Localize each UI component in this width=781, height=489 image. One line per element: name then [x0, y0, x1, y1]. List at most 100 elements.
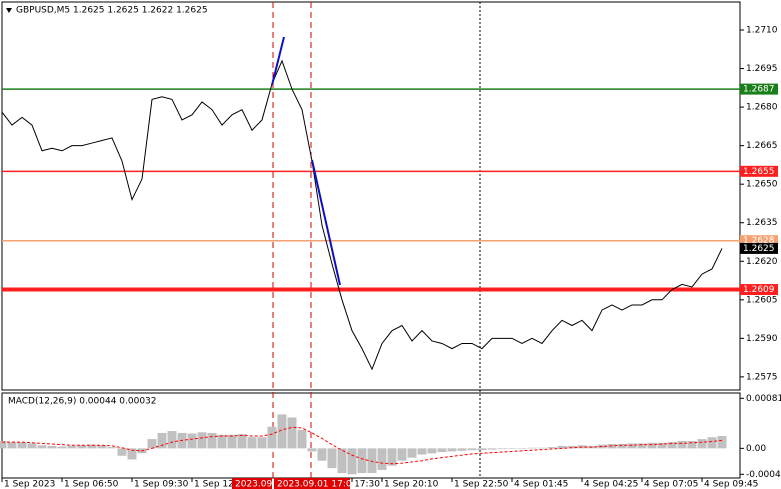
- macd-bar: [387, 448, 397, 466]
- macd-bar: [537, 447, 547, 449]
- macd-bar: [657, 442, 667, 449]
- macd-bar: [187, 433, 197, 449]
- macd-bar: [497, 448, 507, 449]
- y-tick-label: 1.2710: [746, 26, 778, 36]
- macd-bar: [247, 437, 257, 449]
- y-tick-label: 1.2575: [746, 372, 778, 382]
- macd-bar: [57, 446, 67, 449]
- macd-bar: [517, 448, 527, 449]
- chart-title: GBPUSD,M5 1.2625 1.2625 1.2622 1.2625: [16, 6, 208, 16]
- price-line: [1, 59, 723, 371]
- x-tick-label: 1 Sep 2023: [4, 480, 55, 489]
- macd-bar: [407, 448, 417, 458]
- macd-bar: [257, 437, 267, 449]
- macd-bar: [667, 442, 677, 449]
- macd-bar: [117, 448, 127, 456]
- macd-bar: [17, 442, 27, 449]
- macd-bar: [687, 440, 697, 449]
- x-tick-label: 1 Sep 06:50: [64, 480, 119, 489]
- macd-bar: [567, 445, 577, 449]
- x-tick-label: 1 Sep 22:50: [454, 480, 509, 489]
- level-label-box: [740, 284, 778, 296]
- macd-bar: [377, 448, 387, 470]
- x-tick-label: 1 Sep 20:10: [384, 480, 439, 489]
- x-tick-label: 4 Sep 07:05: [644, 480, 698, 489]
- last-price-label: 1.2625: [743, 244, 775, 254]
- macd-bar: [627, 443, 637, 449]
- x-tick-label: 1 Sep 09:30: [134, 480, 189, 489]
- level-label-box: [740, 165, 778, 177]
- macd-bar: [677, 440, 687, 449]
- y-tick-label: 1.2635: [746, 218, 778, 228]
- signal-line: [2, 426, 723, 465]
- macd-bar: [717, 436, 727, 449]
- macd-bar: [447, 448, 457, 452]
- trend-line: [311, 159, 341, 286]
- level-label: 1.2609: [743, 285, 775, 295]
- macd-bar: [367, 448, 377, 474]
- macd-bar: [207, 432, 217, 449]
- macd-bar: [417, 448, 427, 455]
- macd-bar: [197, 432, 207, 449]
- macd-bar: [547, 447, 557, 449]
- macd-bar: [277, 414, 287, 449]
- y-tick-label: 1.2680: [746, 103, 778, 113]
- x-tick-label: 17:30: [354, 480, 380, 489]
- macd-bar: [287, 417, 297, 449]
- macd-bar: [217, 434, 227, 449]
- y-tick-label: -0.00042: [746, 470, 781, 480]
- macd-bar: [477, 448, 487, 451]
- macd-bar: [487, 448, 497, 450]
- macd-bar: [617, 444, 627, 449]
- macd-bar: [507, 448, 517, 449]
- macd-bar: [77, 445, 87, 449]
- macd-bar: [327, 448, 337, 469]
- macd-bar: [67, 445, 77, 449]
- macd-bar: [47, 445, 57, 449]
- macd-bar: [297, 429, 307, 449]
- macd-bar: [307, 448, 317, 452]
- macd-bar: [7, 442, 17, 449]
- x-tick-label: 4 Sep 04:25: [584, 480, 638, 489]
- menu-icon: [6, 8, 12, 13]
- y-tick-label: 1.2590: [746, 334, 778, 344]
- macd-bar: [157, 432, 167, 449]
- macd-bar: [347, 448, 357, 475]
- macd-bar: [87, 444, 97, 449]
- macd-bar: [467, 448, 477, 451]
- y-tick-label: 1.2650: [746, 180, 778, 190]
- last-price-box: [740, 242, 778, 254]
- macd-bar: [107, 447, 117, 449]
- macd-bar: [637, 443, 647, 449]
- macd-bar: [227, 434, 237, 449]
- x-tick-label: 1 Sep 12:: [194, 480, 237, 489]
- macd-bar: [527, 447, 537, 449]
- macd-bar: [697, 439, 707, 449]
- macd-bar: [0, 440, 7, 449]
- macd-bar: [167, 431, 177, 449]
- macd-bar: [37, 445, 47, 449]
- macd-bar: [147, 439, 157, 449]
- macd-bar: [427, 448, 437, 454]
- trend-line: [271, 36, 285, 86]
- macd-bar: [27, 443, 37, 449]
- y-tick-label: 1.2620: [746, 257, 778, 267]
- y-tick-label: 0.00081: [746, 394, 781, 404]
- annotation: 2023.09: [235, 480, 272, 489]
- annotation-box: [274, 478, 350, 489]
- macd-bar: [97, 445, 107, 449]
- level-label-box: [740, 235, 778, 247]
- y-tick-label: 1.2665: [746, 141, 778, 151]
- macd-bar: [457, 448, 467, 451]
- macd-frame: [1, 392, 741, 479]
- x-tick-label: 4 Sep 09:45: [704, 480, 758, 489]
- annotation: 2023.09.01 17:00: [277, 480, 358, 489]
- macd-bar: [317, 448, 327, 461]
- macd-bar: [397, 448, 407, 461]
- level-label: 1.2628: [743, 236, 775, 246]
- macd-bar: [437, 448, 447, 453]
- y-tick-label: 1.2695: [746, 64, 778, 74]
- macd-bar: [647, 442, 657, 449]
